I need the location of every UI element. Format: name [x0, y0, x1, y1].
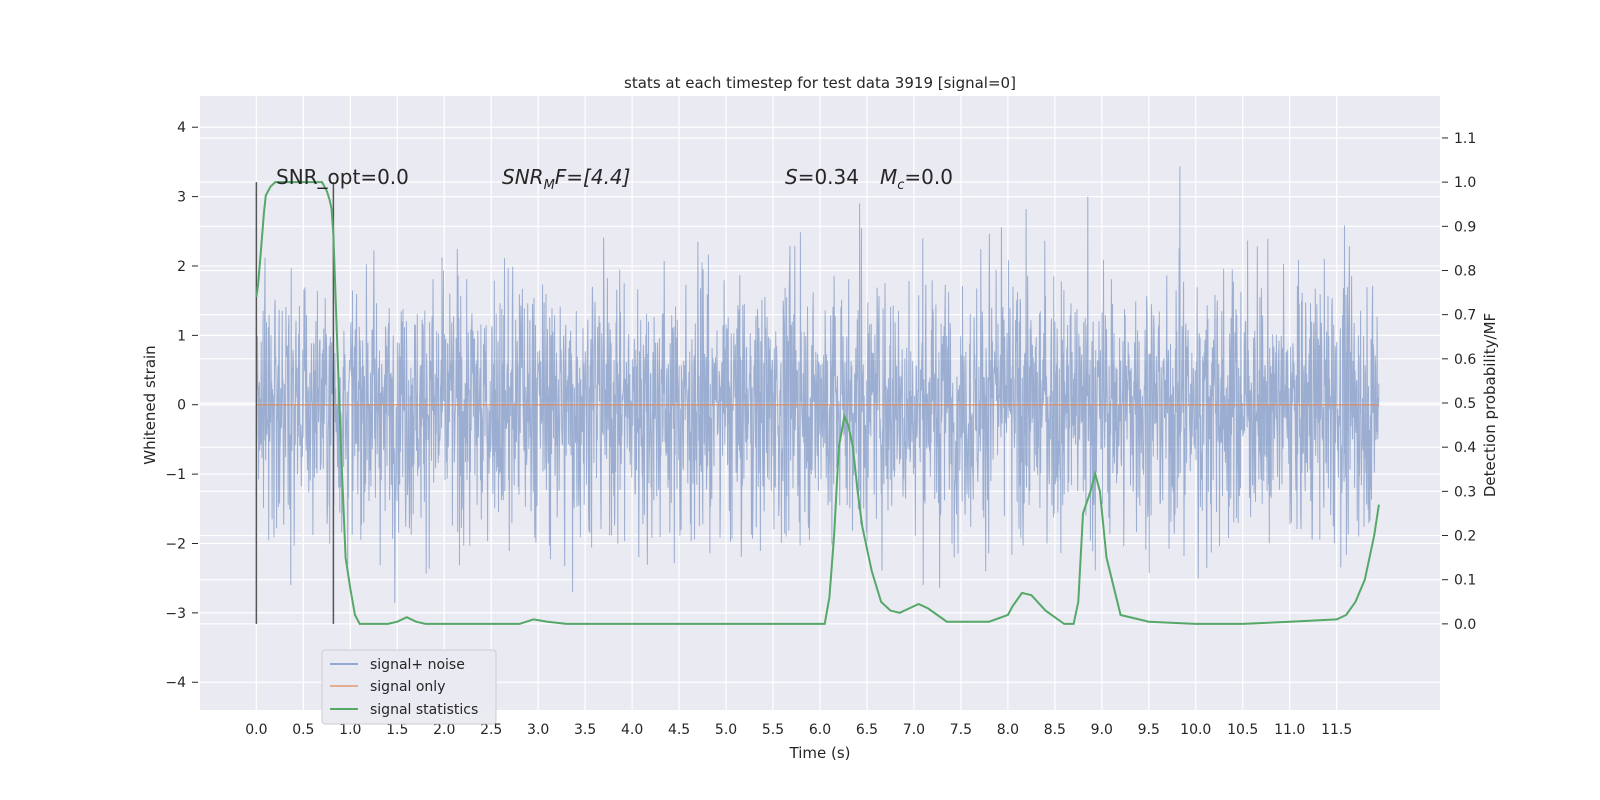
y-tick-labels: 4 3 2 1 0 −1 −2 −3 −4	[165, 120, 198, 691]
y2-tick-label: 0.2	[1454, 529, 1476, 545]
y-tick-label: −3	[165, 606, 186, 622]
x-tick-label: 5.5	[762, 722, 784, 738]
y2-tick-label: 0.3	[1454, 484, 1476, 500]
y2-tick-label: 0.6	[1454, 352, 1476, 368]
y2-tick-label: 0.1	[1454, 573, 1476, 589]
x-tick-label: 6.0	[809, 722, 831, 738]
x-tick-label: 7.0	[903, 722, 925, 738]
y2-tick-label: 0.5	[1454, 396, 1476, 412]
x-tick-label: 0.0	[245, 722, 267, 738]
x-tick-label: 8.0	[997, 722, 1019, 738]
signal-statistics-series	[255, 181, 1380, 625]
annotation-stat-s: S=0.34	[785, 165, 859, 189]
legend-box	[321, 649, 497, 725]
x-tick-label: 11.0	[1274, 722, 1305, 738]
y-tick-label: −2	[165, 536, 186, 552]
y2-tick-label: 0.9	[1454, 219, 1476, 235]
x-tick-label: 4.5	[668, 722, 690, 738]
y2-tick-label: 0.8	[1454, 263, 1476, 279]
x-tick-label: 3.5	[574, 722, 596, 738]
x-tick-label: 2.0	[433, 722, 455, 738]
x-tick-label: 9.0	[1091, 722, 1113, 738]
y2-tick-label: 0.7	[1454, 308, 1476, 324]
x-tick-label: 1.5	[386, 722, 408, 738]
y-tick-label: 3	[177, 190, 186, 206]
y2-tick-label: 1.0	[1454, 175, 1476, 191]
legend-label-stats: signal statistics	[370, 702, 478, 718]
legend: signal+ noise signal only signal statist…	[321, 649, 497, 725]
chart-title: stats at each timestep for test data 391…	[624, 74, 1016, 92]
y2-tick-label: 0.0	[1454, 617, 1476, 633]
y2-tick-label: 1.1	[1454, 131, 1476, 147]
x-tick-label: 11.5	[1321, 722, 1352, 738]
x-tick-label: 9.5	[1138, 722, 1160, 738]
y-tick-label: 4	[177, 120, 186, 136]
y-tick-label: 2	[177, 259, 186, 275]
annotation-snr-mf: SNRMF=[4.4]	[502, 165, 630, 193]
x-tick-label: 0.5	[292, 722, 314, 738]
x-tick-label: 5.0	[715, 722, 737, 738]
signal-noise-line	[255, 166, 1380, 604]
x-tick-label: 2.5	[480, 722, 502, 738]
y-tick-label: −4	[165, 675, 186, 691]
y2-axis-label: Detection probability/MF	[1481, 313, 1499, 497]
x-tick-label: 6.5	[856, 722, 878, 738]
y2-tick-label: 0.4	[1454, 440, 1476, 456]
x-tick-label: 8.5	[1044, 722, 1066, 738]
x-tick-label: 10.0	[1180, 722, 1211, 738]
annotation-mc: Mc=0.0	[880, 165, 953, 193]
y-axis-label: Whitened strain	[141, 345, 159, 464]
y-tick-label: −1	[165, 467, 186, 483]
legend-label-signal: signal only	[370, 679, 445, 695]
legend-label-noise: signal+ noise	[370, 657, 465, 673]
y-tick-label: 0	[177, 398, 186, 414]
x-tick-labels: 0.0 0.5 1.0 1.5 2.0 2.5 3.0 3.5 4.0 4.5 5.0 5.5 6.0 6…	[245, 722, 1352, 738]
x-tick-label: 7.5	[950, 722, 972, 738]
x-tick-label: 10.5	[1227, 722, 1258, 738]
x-axis-label: Time (s)	[789, 744, 851, 762]
y-tick-label: 1	[177, 328, 186, 344]
x-tick-label: 4.0	[621, 722, 643, 738]
signal-statistics-line	[255, 181, 1380, 625]
signal-noise-series	[255, 166, 1380, 604]
y2-tick-labels: 1.1 1.0 0.9 0.8 0.7 0.6 0.5 0.4 0.3 0.2 0.1 0.0	[1442, 131, 1476, 633]
x-tick-label: 1.0	[339, 722, 361, 738]
x-tick-label: 3.0	[527, 722, 549, 738]
annotation-snr-opt: SNR_opt=0.0	[276, 165, 409, 189]
